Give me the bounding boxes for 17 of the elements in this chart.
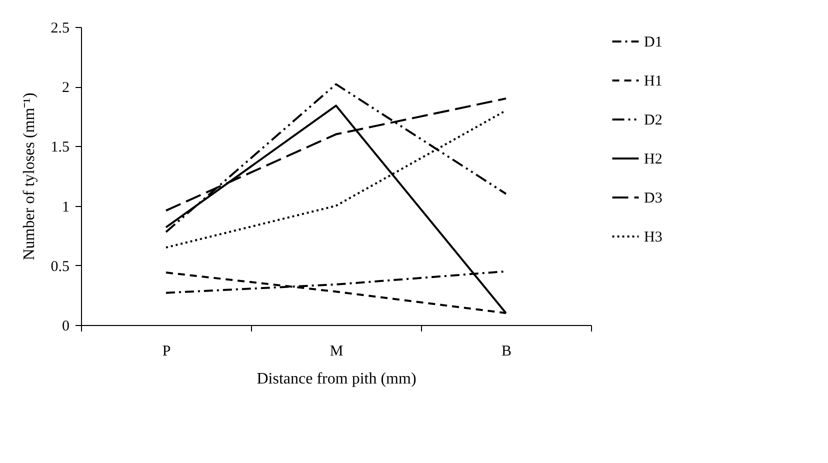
x-axis-title: Distance from pith (mm)	[256, 370, 416, 388]
y-tick-label: 0	[62, 318, 70, 334]
legend-label: H1	[644, 74, 662, 90]
x-tick-label: B	[501, 344, 512, 360]
legend-label: D3	[644, 190, 662, 206]
y-axis-title: Number of tyloses (mm⁻¹)	[20, 92, 38, 260]
x-tick-label: M	[330, 344, 344, 360]
y-tick-label: 2.5	[50, 20, 70, 36]
y-tick-label: 2	[62, 80, 70, 96]
legend-label: D2	[644, 112, 662, 128]
x-tick-label: P	[162, 344, 171, 360]
legend-label: H2	[644, 152, 662, 168]
y-tick-label: 1	[62, 199, 70, 216]
y-tick-label: 0.5	[50, 258, 70, 275]
y-tick-label: 1.5	[50, 140, 70, 156]
legend-label: D1	[644, 34, 662, 50]
legend-label: H3	[644, 230, 662, 246]
